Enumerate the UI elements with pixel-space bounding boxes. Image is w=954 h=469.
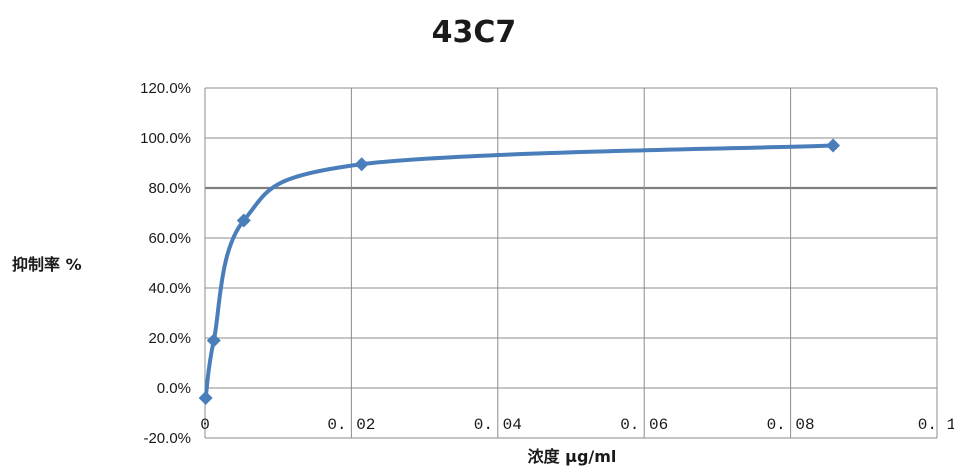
y-tick-label: -20.0% xyxy=(143,430,191,447)
gridlines xyxy=(204,87,938,439)
y-tick-label: 80.0% xyxy=(148,180,191,197)
x-tick-labels: 0 0. 02 0. 04 0. 06 0. 08 0. 1 xyxy=(200,416,954,434)
x-tick-label: 0. 1 xyxy=(918,416,954,434)
y-tick-label: 40.0% xyxy=(148,280,191,297)
x-tick-label: 0. 06 xyxy=(620,416,668,434)
y-tick-label: 0.0% xyxy=(157,380,191,397)
y-tick-label: 60.0% xyxy=(148,230,191,247)
x-tick-label: 0. 02 xyxy=(327,416,375,434)
x-axis-title: 浓度 μg/ml xyxy=(528,447,617,466)
data-point-marker xyxy=(826,138,841,153)
y-axis-title: 抑制率 % xyxy=(12,255,82,274)
data-point-marker xyxy=(198,391,213,405)
y-tick-label: 100.0% xyxy=(140,130,191,147)
chart-title: 43C7 xyxy=(432,15,517,50)
x-tick-label: 0. 04 xyxy=(474,416,522,434)
axes xyxy=(204,88,937,439)
series-line xyxy=(203,143,836,400)
data-point-marker xyxy=(236,213,251,228)
series-group xyxy=(198,138,841,405)
x-tick-label: 0. 08 xyxy=(767,416,815,434)
x-tick-label: 0 xyxy=(200,416,210,434)
y-tick-label: 20.0% xyxy=(148,330,191,347)
y-tick-labels: -20.0% 0.0% 20.0% 40.0% 60.0% 80.0% 100.0% 120.… xyxy=(140,80,191,447)
data-point-marker xyxy=(354,157,369,172)
data-point-marker xyxy=(206,333,221,348)
y-tick-label: 120.0% xyxy=(140,80,191,97)
